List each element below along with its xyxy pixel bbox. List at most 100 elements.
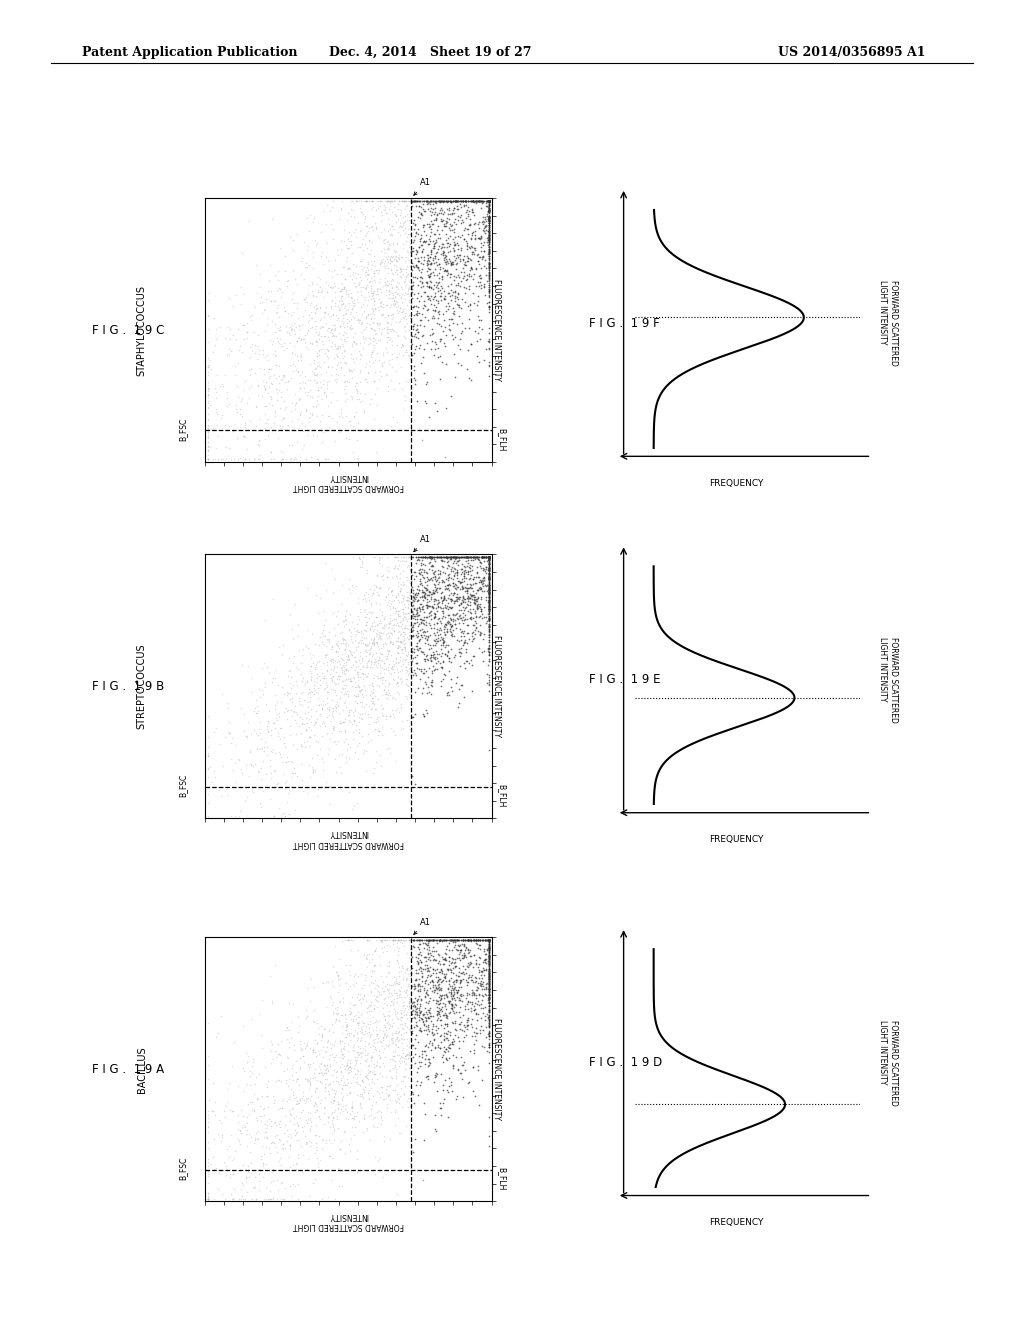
Point [290,1143,306,1164]
Point [266,1113,283,1134]
Point [223,449,240,470]
Point [392,579,409,601]
Point [372,268,388,289]
Point [480,247,497,268]
Point [279,1018,295,1039]
Point [480,929,497,950]
Point [303,663,319,684]
Point [338,1055,354,1076]
Point [419,276,435,297]
Point [466,929,482,950]
Point [435,627,452,648]
Point [389,638,406,659]
Point [377,275,393,296]
Point [368,218,384,239]
Point [459,546,475,568]
Point [321,417,337,438]
Point [355,1082,372,1104]
Point [450,965,466,986]
Point [349,693,366,714]
Point [252,293,268,314]
Point [389,652,406,673]
Point [380,220,396,242]
Point [410,1085,426,1106]
Point [421,946,437,968]
Point [475,206,492,227]
Point [258,1073,274,1094]
Point [467,1026,483,1047]
Point [480,929,497,950]
Point [339,1074,355,1096]
Y-axis label: FLUORESCENCE INTENSITY: FLUORESCENCE INTENSITY [493,279,501,381]
Point [300,1071,316,1092]
Point [337,391,353,412]
Point [334,622,350,643]
Point [480,582,497,603]
Point [386,706,402,727]
Point [480,929,497,950]
Point [470,1060,486,1081]
Point [228,285,245,306]
Point [419,1024,435,1045]
Point [438,577,455,598]
Point [251,276,267,297]
Point [480,564,497,585]
Point [480,590,497,611]
Point [427,606,443,627]
Point [480,620,497,642]
Point [426,203,442,224]
Point [480,929,497,950]
Point [246,449,262,470]
Point [269,710,286,731]
Point [240,1045,256,1067]
Point [304,681,321,702]
Point [445,1055,462,1076]
Point [474,211,490,232]
Point [315,1055,332,1076]
Point [286,1069,302,1090]
Point [473,570,489,591]
Point [421,1049,437,1071]
Point [407,969,423,990]
Point [348,651,365,672]
Point [444,929,461,950]
Point [451,631,467,652]
Point [345,685,361,706]
Point [452,587,468,609]
Point [311,715,328,737]
Point [309,1086,326,1107]
Point [341,1060,357,1081]
Point [351,677,368,698]
Point [344,387,360,408]
Point [355,401,372,422]
Point [356,1012,373,1034]
Point [334,1078,350,1100]
Point [394,290,411,312]
Point [401,1045,418,1067]
Point [338,1008,354,1030]
Point [398,1044,415,1065]
Point [327,624,343,645]
Point [442,616,459,638]
Point [472,586,488,607]
Point [364,318,380,339]
Point [449,986,465,1007]
Point [480,961,497,982]
Point [373,281,389,302]
Point [385,232,401,253]
Point [392,1002,409,1023]
Point [444,190,461,211]
Point [400,664,417,685]
Point [396,218,413,239]
Point [346,1117,362,1138]
Point [450,199,466,220]
Point [372,296,388,317]
Point [383,416,399,437]
Point [480,644,497,665]
Point [438,215,455,236]
Point [475,958,492,979]
Point [424,929,440,950]
Point [447,190,464,211]
Point [456,194,472,215]
Point [404,946,421,968]
